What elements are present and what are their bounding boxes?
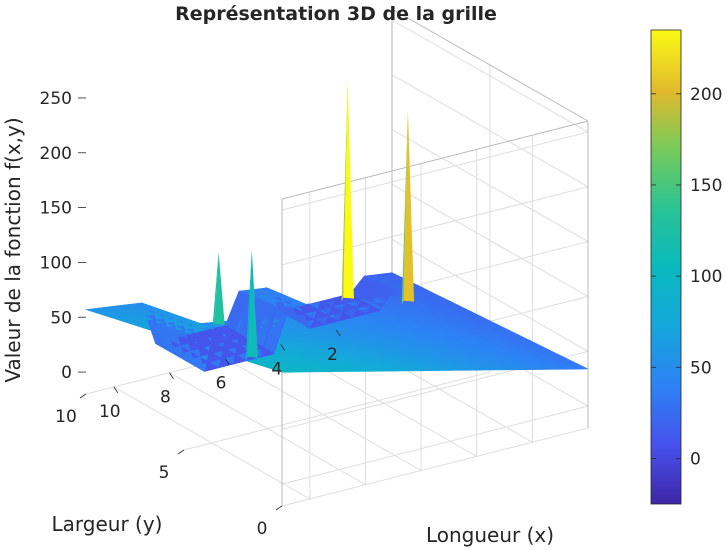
surface-peak: [245, 249, 252, 361]
surface-peak: [343, 80, 354, 299]
y-tick-mark: [275, 505, 283, 511]
y-tick-mark: [177, 449, 185, 455]
surface-peak: [403, 110, 415, 302]
colorbar-ticks: 0 50 100 150 200: [651, 85, 722, 469]
z-tick-label: 150: [40, 199, 72, 219]
x-tick-label: 6: [216, 374, 227, 394]
x-tick-label: 4: [271, 359, 282, 379]
z-gridline: [281, 19, 590, 211]
y-tick-label: 0: [257, 519, 268, 539]
z-tick-label: 200: [40, 144, 72, 164]
x-tick-label: 2: [327, 345, 338, 365]
x-tick-mark: [336, 329, 341, 337]
colorbar-tick-label: 100: [690, 267, 722, 287]
x-tick-mark: [113, 386, 119, 394]
z-tick-label: 250: [40, 89, 72, 109]
surface-peak: [214, 252, 225, 325]
x-tick-label: 10: [99, 402, 121, 422]
colorbar: 0 50 100 150 200: [650, 29, 722, 505]
z-tick-label: 50: [50, 308, 72, 328]
z-gridline: [281, 74, 590, 266]
axis-box-edge: [281, 120, 589, 200]
chart-title: Représentation 3D de la grille: [175, 3, 497, 25]
x-tick-mark: [224, 358, 230, 365]
y-axis-label: Largeur (y): [52, 512, 163, 536]
colorbar-tick-label: 150: [690, 176, 722, 196]
surface-peak: [341, 80, 348, 302]
chart-gridlines: [85, 8, 590, 507]
z-gridline: [281, 129, 590, 321]
x-axis-label: Longueur (x): [426, 523, 554, 547]
z-tick-label: 100: [40, 253, 72, 273]
surface-plot: [85, 272, 589, 373]
z-tick-label: 0: [61, 363, 72, 383]
x-tick-label: 8: [160, 388, 171, 408]
surface-peak: [212, 252, 219, 328]
surface-peak: [247, 249, 258, 358]
colorbar-gradient: [650, 29, 682, 505]
x-tick-mark: [169, 372, 174, 379]
surface-patch: [85, 307, 110, 314]
axis-box-edge: [391, 8, 589, 122]
y-tick-label: 5: [159, 463, 170, 483]
surface-peaks: [212, 80, 415, 361]
y-tick-mark: [79, 393, 87, 399]
colorbar-tick-label: 200: [690, 85, 722, 105]
y-tick-label: 10: [55, 407, 77, 427]
y-gridline: [183, 65, 491, 451]
x-tick-mark: [280, 344, 286, 351]
z-axis-label: Valeur de la fonction f(x,y): [1, 117, 25, 382]
surface-peak: [401, 110, 408, 305]
colorbar-tick-label: 50: [690, 358, 712, 378]
colorbar-tick-label: 0: [690, 449, 701, 469]
